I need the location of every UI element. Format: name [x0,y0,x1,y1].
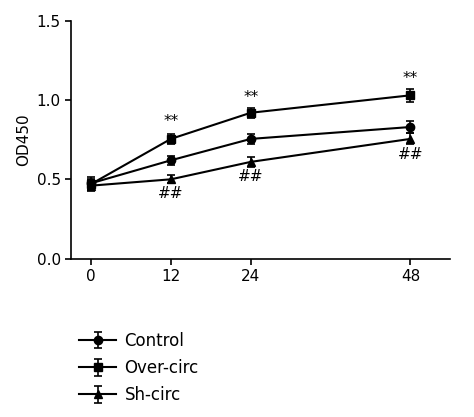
Text: **: ** [163,114,179,129]
Y-axis label: OD450: OD450 [16,113,31,166]
Text: **: ** [243,90,258,105]
Text: ##: ## [238,169,264,184]
Text: **: ** [403,71,418,86]
Legend: Control, Over-circ, Sh-circ: Control, Over-circ, Sh-circ [80,332,199,404]
Text: ##: ## [158,186,183,201]
Text: ##: ## [398,147,423,162]
